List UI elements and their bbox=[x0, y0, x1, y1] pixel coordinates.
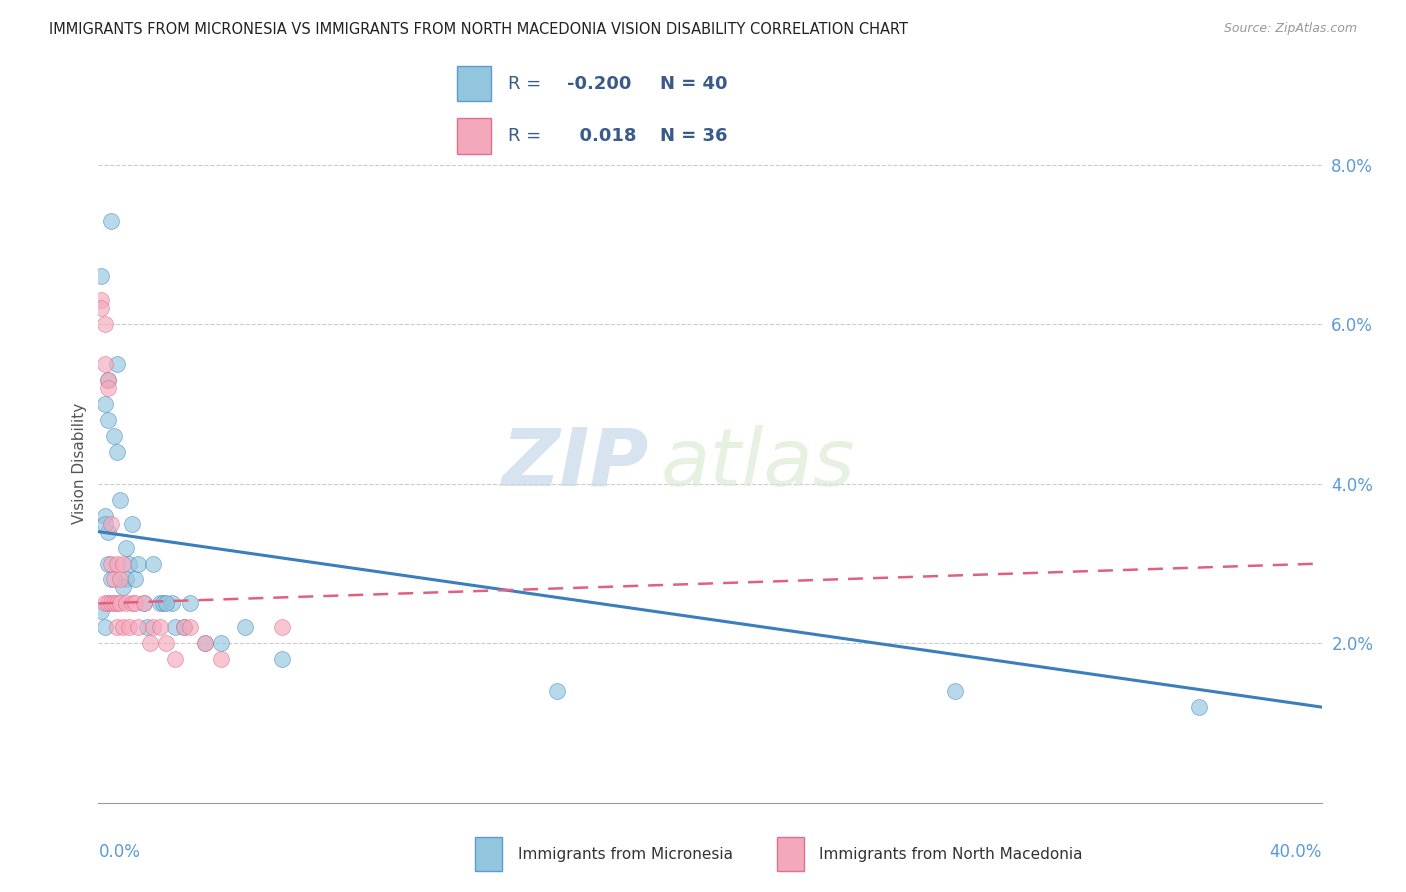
Point bbox=[139, 636, 162, 650]
Point bbox=[194, 636, 217, 650]
Point bbox=[127, 620, 149, 634]
Text: ZIP: ZIP bbox=[502, 425, 648, 503]
Point bbox=[209, 652, 232, 666]
Point bbox=[93, 620, 115, 634]
Point bbox=[97, 524, 120, 539]
Point bbox=[97, 413, 120, 427]
Text: IMMIGRANTS FROM MICRONESIA VS IMMIGRANTS FROM NORTH MACEDONIA VISION DISABILITY : IMMIGRANTS FROM MICRONESIA VS IMMIGRANTS… bbox=[49, 22, 908, 37]
Text: 0.018: 0.018 bbox=[567, 127, 637, 145]
Text: Immigrants from North Macedonia: Immigrants from North Macedonia bbox=[820, 847, 1083, 862]
Text: 40.0%: 40.0% bbox=[1270, 844, 1322, 862]
Point bbox=[179, 596, 201, 610]
Point bbox=[90, 269, 112, 284]
Point bbox=[546, 684, 568, 698]
Point bbox=[105, 620, 128, 634]
Point bbox=[270, 652, 292, 666]
Point bbox=[124, 573, 146, 587]
Point bbox=[179, 620, 201, 634]
Point bbox=[943, 684, 966, 698]
Text: atlas: atlas bbox=[661, 425, 856, 503]
FancyBboxPatch shape bbox=[475, 837, 502, 871]
Point bbox=[100, 213, 122, 227]
Point bbox=[100, 557, 122, 571]
Point bbox=[108, 573, 131, 587]
Point bbox=[105, 445, 128, 459]
Point bbox=[93, 318, 115, 332]
Point bbox=[115, 573, 138, 587]
Point bbox=[134, 596, 156, 610]
Point bbox=[90, 301, 112, 316]
Point bbox=[108, 596, 131, 610]
Point bbox=[155, 596, 177, 610]
Text: Immigrants from Micronesia: Immigrants from Micronesia bbox=[517, 847, 733, 862]
Point bbox=[93, 397, 115, 411]
Point bbox=[124, 596, 146, 610]
Point bbox=[173, 620, 195, 634]
Point bbox=[111, 581, 134, 595]
Point bbox=[97, 596, 120, 610]
Point bbox=[103, 573, 125, 587]
Point bbox=[160, 596, 183, 610]
Point bbox=[100, 573, 122, 587]
Point bbox=[97, 373, 120, 387]
Point bbox=[115, 596, 138, 610]
Text: N = 40: N = 40 bbox=[659, 75, 727, 93]
Point bbox=[118, 557, 141, 571]
Point bbox=[115, 541, 138, 555]
Text: R =: R = bbox=[509, 75, 541, 93]
Point bbox=[97, 381, 120, 395]
Point bbox=[155, 636, 177, 650]
FancyBboxPatch shape bbox=[457, 119, 491, 154]
Text: Source: ZipAtlas.com: Source: ZipAtlas.com bbox=[1223, 22, 1357, 36]
FancyBboxPatch shape bbox=[778, 837, 804, 871]
Point bbox=[97, 557, 120, 571]
Point bbox=[93, 357, 115, 371]
Point bbox=[163, 652, 186, 666]
Point bbox=[209, 636, 232, 650]
Text: N = 36: N = 36 bbox=[659, 127, 727, 145]
Point bbox=[90, 293, 112, 308]
Text: R =: R = bbox=[509, 127, 541, 145]
Point bbox=[136, 620, 159, 634]
Point bbox=[111, 620, 134, 634]
Text: 0.0%: 0.0% bbox=[98, 844, 141, 862]
Point bbox=[105, 557, 128, 571]
Point bbox=[105, 596, 128, 610]
Point bbox=[93, 516, 115, 531]
Point bbox=[163, 620, 186, 634]
Point bbox=[270, 620, 292, 634]
Point bbox=[108, 492, 131, 507]
Point bbox=[142, 620, 165, 634]
Point bbox=[121, 596, 143, 610]
Point bbox=[233, 620, 256, 634]
Point bbox=[90, 604, 112, 618]
Point bbox=[105, 357, 128, 371]
Point bbox=[149, 596, 172, 610]
Point bbox=[1188, 700, 1211, 714]
Point bbox=[121, 516, 143, 531]
Point bbox=[93, 596, 115, 610]
Point bbox=[118, 620, 141, 634]
Y-axis label: Vision Disability: Vision Disability bbox=[72, 403, 87, 524]
Point bbox=[142, 557, 165, 571]
Point bbox=[173, 620, 195, 634]
Point bbox=[127, 557, 149, 571]
Point bbox=[103, 429, 125, 443]
Point bbox=[134, 596, 156, 610]
Point bbox=[103, 596, 125, 610]
Text: -0.200: -0.200 bbox=[567, 75, 631, 93]
FancyBboxPatch shape bbox=[457, 66, 491, 102]
Point bbox=[111, 557, 134, 571]
Point bbox=[149, 620, 172, 634]
Point bbox=[100, 516, 122, 531]
Point bbox=[152, 596, 174, 610]
Point bbox=[194, 636, 217, 650]
Point bbox=[97, 373, 120, 387]
Point bbox=[93, 508, 115, 523]
Point bbox=[100, 596, 122, 610]
